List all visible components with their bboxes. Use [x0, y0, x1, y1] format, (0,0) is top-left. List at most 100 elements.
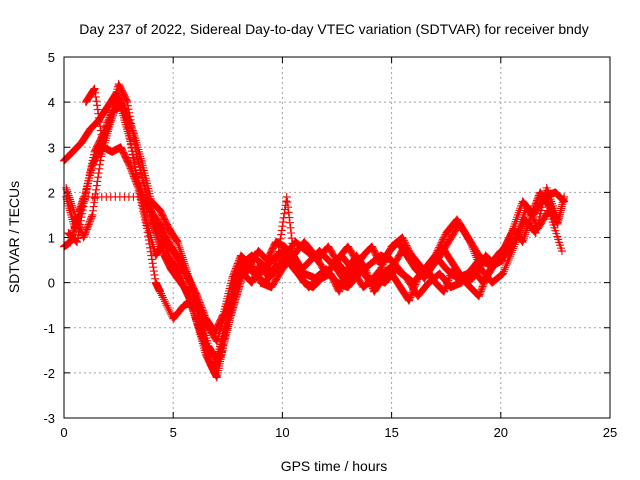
data-point-marker — [270, 261, 279, 270]
data-point-marker — [93, 177, 102, 186]
data-point-marker — [110, 105, 119, 114]
data-point-marker — [70, 209, 79, 218]
data-point-marker — [277, 226, 286, 235]
data-point-marker — [230, 269, 239, 278]
data-point-marker — [479, 280, 488, 289]
data-point-marker — [230, 267, 239, 276]
y-tick-label: 0 — [48, 276, 55, 291]
data-point-marker — [96, 122, 105, 131]
data-point-marker — [400, 238, 409, 247]
data-point-marker — [67, 201, 76, 210]
data-point-marker — [89, 206, 98, 215]
data-point-marker — [116, 98, 125, 107]
data-point-marker — [233, 259, 242, 268]
data-point-marker — [410, 282, 419, 291]
data-point-marker — [528, 207, 537, 216]
data-point-marker — [287, 234, 296, 243]
data-point-marker — [109, 109, 118, 118]
data-point-marker — [87, 212, 96, 221]
x-tick-label: 20 — [494, 425, 508, 440]
data-point-marker — [123, 120, 132, 129]
y-tick-label: 4 — [48, 95, 55, 110]
data-point-marker — [107, 114, 116, 123]
data-point-marker — [527, 210, 536, 219]
data-point-marker — [132, 172, 141, 181]
data-point-marker — [122, 114, 131, 123]
data-point-marker — [122, 96, 131, 105]
data-point-marker — [499, 267, 508, 276]
data-point-marker — [143, 228, 152, 237]
data-point-marker — [367, 279, 376, 288]
data-point-marker — [440, 232, 449, 241]
data-point-marker — [158, 293, 167, 302]
data-point-marker — [400, 236, 409, 245]
data-point-marker — [523, 203, 532, 212]
data-point-marker — [96, 126, 105, 135]
data-point-marker — [127, 143, 136, 152]
data-point-marker — [94, 173, 103, 182]
data-point-marker — [481, 276, 490, 285]
data-point-marker — [439, 235, 448, 244]
data-point-marker — [164, 305, 173, 314]
data-point-marker — [524, 205, 533, 214]
data-point-marker — [82, 225, 91, 234]
data-point-marker — [135, 179, 144, 188]
data-point-marker — [90, 84, 99, 93]
series-6 — [62, 93, 507, 337]
data-point-marker — [335, 287, 344, 296]
data-point-marker — [398, 233, 407, 242]
data-point-marker — [105, 120, 114, 129]
data-point-marker — [502, 259, 511, 268]
data-point-marker — [366, 277, 375, 286]
data-point-marker — [218, 311, 227, 320]
data-point-marker — [74, 218, 83, 227]
data-point-marker — [196, 301, 205, 310]
data-point-marker — [524, 218, 533, 227]
data-point-marker — [533, 194, 542, 203]
data-point-marker — [125, 127, 134, 136]
data-point-marker — [72, 214, 81, 223]
data-point-marker — [407, 290, 416, 299]
data-point-marker — [106, 118, 115, 127]
data-point-marker — [95, 164, 104, 173]
data-point-marker — [134, 178, 143, 187]
data-point-marker — [193, 292, 202, 301]
data-point-marker — [115, 95, 124, 104]
data-point-marker — [278, 222, 287, 231]
data-point-marker — [444, 276, 453, 285]
data-point-marker — [125, 161, 134, 170]
data-point-marker — [125, 131, 134, 140]
data-point-marker — [96, 156, 105, 165]
data-point-marker — [173, 238, 182, 247]
data-point-marker — [478, 282, 487, 291]
data-point-marker — [71, 212, 80, 221]
data-point-marker — [285, 218, 294, 227]
data-point-marker — [532, 196, 541, 205]
data-point-marker — [92, 181, 101, 190]
data-point-marker — [528, 209, 536, 218]
data-point-marker — [443, 279, 452, 288]
data-point-marker — [69, 207, 78, 216]
data-point-marker — [272, 254, 281, 263]
data-point-marker — [270, 259, 279, 268]
data-point-marker — [560, 192, 569, 201]
data-point-marker — [287, 228, 296, 237]
data-point-marker — [365, 276, 374, 285]
data-point-marker — [95, 160, 104, 169]
data-point-marker — [196, 300, 205, 309]
data-point-marker — [408, 288, 417, 297]
data-point-marker — [74, 220, 83, 229]
data-point-marker — [277, 230, 286, 239]
data-point-marker — [137, 185, 146, 194]
data-point-marker — [73, 217, 82, 226]
data-point-marker — [172, 236, 181, 245]
data-point-marker — [174, 241, 183, 250]
data-point-marker — [498, 256, 507, 265]
data-point-marker — [195, 296, 204, 305]
data-point-marker — [519, 236, 528, 245]
data-point-marker — [412, 277, 421, 286]
data-point-marker — [132, 170, 141, 179]
data-point-marker — [212, 354, 221, 363]
data-point-marker — [95, 118, 104, 127]
data-point-marker — [142, 224, 151, 233]
